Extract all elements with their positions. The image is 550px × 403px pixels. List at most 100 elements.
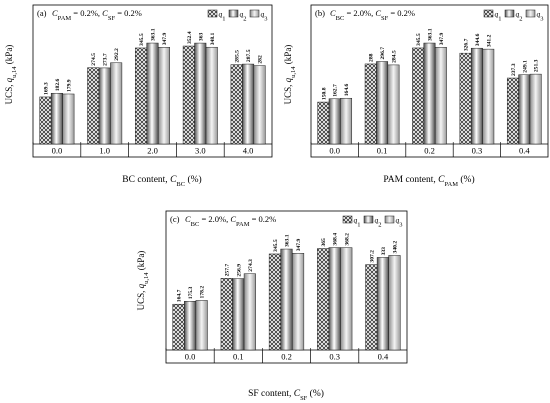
bar-q3	[529, 73, 542, 145]
legend-swatch-q1	[207, 9, 218, 18]
chart-panel-0: 0.0 1.0 2.0 3.0 4.0 169.3 274.5 345.5 352.4 285.5…	[4, 4, 273, 188]
bar-q1	[412, 47, 425, 145]
bar-q1	[364, 63, 377, 145]
data-label: 273.7	[103, 53, 109, 66]
data-label: 341.2	[486, 34, 492, 47]
x-tick-label: 0.4	[519, 146, 530, 156]
data-label: 363.1	[285, 234, 291, 247]
x-axis-title: BC content, CBC (%)	[122, 174, 201, 188]
data-label: 162.7	[333, 84, 339, 97]
data-label: 164.6	[344, 83, 350, 96]
legend-swatch-q1	[483, 9, 494, 18]
data-label: 345.5	[416, 33, 422, 46]
data-label: 347.9	[296, 238, 302, 251]
bar-q2	[146, 42, 159, 145]
data-label: 307.2	[369, 250, 375, 263]
bar-q2	[50, 92, 63, 145]
panel-label: (b)	[315, 8, 325, 18]
data-label: 368.4	[333, 233, 339, 246]
data-label: 333	[381, 247, 387, 256]
x-tick-label: 0.3	[329, 352, 340, 362]
data-label: 340.2	[392, 241, 398, 254]
x-axis-title: SF content, CSF (%)	[248, 388, 324, 402]
data-label: 344.6	[475, 33, 481, 46]
data-label: 285.5	[235, 50, 241, 63]
legend-swatch-q2	[504, 9, 515, 18]
plot-frame	[165, 210, 408, 364]
x-tick-label: 0.0	[52, 146, 63, 156]
legend-label-q1: q1	[219, 10, 226, 23]
x-tick-label: 4.0	[243, 146, 254, 156]
x-tick-label: 0.1	[233, 352, 244, 362]
y-axis-title: UCS, qu,14 (kPa)	[4, 45, 18, 105]
bar-q2	[242, 63, 255, 145]
panel-label: (a)	[37, 8, 47, 18]
x-tick-label: 2.0	[147, 146, 158, 156]
bar-q2	[184, 301, 197, 351]
bar-q3	[340, 247, 353, 351]
bar-q3	[388, 255, 401, 351]
chart-panel-2: 0.0 0.1 0.2 0.3 0.4 164.7 257.7 345.5 365 307.2 17…	[136, 210, 408, 402]
condition-text: CBC = 2.0%, CSF = 0.2%	[330, 8, 415, 22]
data-label: 365	[321, 238, 327, 247]
bar-q3	[482, 48, 495, 145]
bar-q3	[253, 65, 266, 145]
data-label: 150.8	[321, 87, 327, 100]
x-tick-label: 1.0	[99, 146, 110, 156]
legend-label-q2: q2	[375, 216, 382, 229]
bar-q1	[39, 96, 52, 145]
legend-swatch-q2	[363, 215, 374, 224]
bar-q1	[220, 278, 233, 351]
data-label: 237.3	[511, 63, 517, 76]
legend-swatch-q2	[228, 9, 239, 18]
bar-q3	[340, 97, 353, 145]
legend-swatch-q1	[342, 215, 353, 224]
data-label: 288	[369, 53, 375, 62]
legend-label-q1: q1	[495, 10, 502, 23]
data-label: 282	[258, 55, 264, 64]
bar-q2	[98, 67, 111, 145]
x-tick-label: 0.1	[377, 146, 388, 156]
data-label: 169.3	[43, 82, 49, 95]
legend-swatch-q3	[384, 215, 395, 224]
data-label: 348.1	[210, 32, 216, 45]
bar-q1	[506, 77, 519, 145]
bar-q2	[194, 42, 207, 145]
bar-q3	[243, 273, 256, 351]
x-tick-label: 3.0	[195, 146, 206, 156]
data-label: 326.7	[464, 38, 470, 51]
bar-q3	[387, 64, 400, 145]
legend-swatch-q3	[525, 9, 536, 18]
bar-q1	[365, 264, 378, 351]
plot-frame	[32, 4, 273, 158]
data-label: 363	[198, 32, 204, 41]
bar-q1	[317, 101, 330, 145]
bar-q2	[518, 74, 531, 145]
bar-q1	[172, 303, 185, 351]
data-label: 287.5	[246, 49, 252, 62]
x-tick-label: 0.0	[329, 146, 340, 156]
bar-q3	[157, 47, 170, 145]
bar-q2	[470, 47, 483, 145]
bar-q1	[317, 248, 330, 351]
data-label: 274.5	[91, 53, 97, 66]
legend-label-q2: q2	[516, 10, 523, 23]
bar-q3	[62, 93, 75, 145]
legend-label-q3: q3	[537, 10, 544, 23]
bar-q2	[376, 257, 389, 351]
x-tick-label: 0.4	[378, 352, 389, 362]
bar-q2	[376, 61, 389, 145]
y-axis-title: UCS, qu,14 (kPa)	[136, 251, 150, 311]
panel-label: (c)	[170, 214, 180, 224]
data-label: 296.7	[380, 47, 386, 60]
y-axis-title: UCS, qu,14 (kPa)	[283, 45, 297, 105]
data-label: 179.9	[66, 79, 72, 92]
x-tick-label: 0.3	[472, 146, 483, 156]
bar-q1	[135, 47, 148, 145]
legend-label-q2: q2	[240, 10, 247, 23]
bar-q2	[280, 248, 293, 351]
data-label: 368.2	[344, 233, 350, 246]
data-label: 345.5	[273, 239, 279, 252]
x-tick-label: 0.2	[424, 146, 435, 156]
